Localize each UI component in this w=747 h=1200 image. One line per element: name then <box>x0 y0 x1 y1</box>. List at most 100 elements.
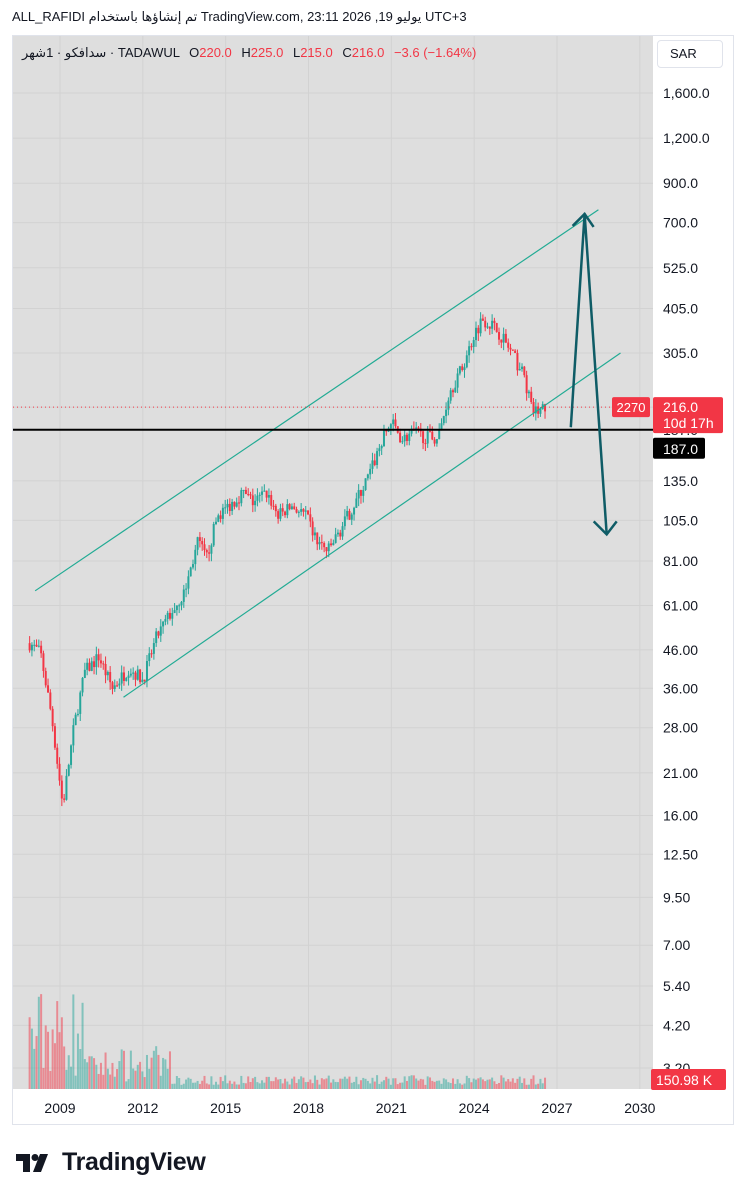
volume-bar <box>171 1083 174 1089</box>
candle-body <box>191 564 194 568</box>
candle-body <box>106 671 109 676</box>
arrow-head-up <box>571 211 595 228</box>
volume-bar <box>210 1076 213 1089</box>
volume-bar <box>355 1076 358 1089</box>
y-tick-label: 81.00 <box>663 553 698 569</box>
candle-body <box>336 532 339 535</box>
volume-bar <box>242 1082 245 1089</box>
currency-button[interactable]: SAR <box>657 40 723 68</box>
volume-bar <box>104 1052 107 1089</box>
tradingview-logo[interactable]: TradingView <box>16 1148 206 1177</box>
volume-bar <box>231 1083 234 1089</box>
volume-bar <box>382 1080 385 1089</box>
volume-bar <box>364 1078 367 1089</box>
volume-bar <box>447 1082 450 1089</box>
volume-bar <box>76 1033 79 1089</box>
volume-bar <box>196 1080 199 1089</box>
volume-bar <box>244 1083 247 1089</box>
candle-body <box>132 672 135 674</box>
plot-area[interactable] <box>13 36 653 1089</box>
candle-body <box>332 542 335 546</box>
candle-body <box>90 661 93 671</box>
volume-bar <box>387 1078 390 1089</box>
y-tick-label: 700.0 <box>663 215 698 231</box>
x-tick-label: 2015 <box>210 1100 241 1116</box>
volume-bar <box>279 1078 282 1089</box>
volume-bar <box>212 1084 215 1089</box>
candle-body <box>502 333 505 343</box>
symbol-name[interactable]: سدافكو · 1شهر · TADAWUL <box>22 45 180 60</box>
volume-bar <box>97 1073 100 1089</box>
open-value: 220.0 <box>199 45 232 60</box>
candle-body <box>111 682 114 690</box>
candle-body <box>523 366 526 376</box>
candle-body <box>468 346 471 356</box>
volume-bar <box>60 1017 63 1089</box>
volume-bar <box>240 1075 243 1089</box>
volume-bar <box>449 1083 452 1089</box>
candle-body <box>150 653 153 655</box>
volume-bar <box>389 1084 392 1089</box>
candle-body <box>166 612 169 620</box>
volume-bar <box>189 1078 192 1089</box>
candle-body <box>221 507 224 519</box>
volume-bar <box>33 1048 36 1089</box>
candle-body <box>514 350 517 354</box>
line-price-text: 187.0 <box>663 441 698 457</box>
volume-bar <box>463 1083 466 1089</box>
candle-body <box>424 443 427 445</box>
x-tick-label: 2027 <box>541 1100 572 1116</box>
candle-body <box>504 333 507 343</box>
volume-bar <box>521 1082 524 1089</box>
volume-bar <box>148 1068 151 1089</box>
volume-bar <box>249 1082 252 1089</box>
volume-bar <box>267 1076 270 1089</box>
volume-bar <box>366 1080 369 1089</box>
tradingview-logo-icon <box>16 1153 48 1172</box>
volume-bar <box>120 1049 123 1089</box>
candle-body <box>373 460 376 465</box>
volume-bar <box>511 1078 514 1089</box>
candle-body <box>134 672 137 680</box>
volume-bar <box>265 1076 268 1089</box>
volume-bar <box>182 1083 185 1089</box>
candle-body <box>205 550 208 553</box>
volume-bar <box>458 1083 461 1089</box>
candle-body <box>532 402 535 414</box>
volume-bar <box>238 1084 241 1089</box>
volume-bar <box>491 1077 494 1089</box>
volume-bar <box>51 1029 54 1089</box>
volume-bar <box>307 1081 310 1089</box>
candle-body <box>346 510 349 517</box>
candle-body <box>484 320 487 328</box>
volume-bar <box>336 1082 339 1089</box>
candle-body <box>118 683 121 686</box>
candle-body <box>240 490 243 504</box>
volume-bar <box>514 1082 517 1089</box>
volume-bar <box>30 1028 33 1089</box>
volume-bar <box>74 1075 77 1089</box>
candle-body <box>378 448 381 452</box>
candle-body <box>212 523 215 546</box>
candle-body <box>410 428 413 434</box>
volume-bar <box>359 1080 362 1089</box>
volume-bar <box>72 994 75 1089</box>
volume-bar <box>302 1077 305 1089</box>
volume-bar <box>274 1077 277 1089</box>
candle-body <box>311 521 314 536</box>
candle-body <box>304 510 307 512</box>
volume-bar <box>318 1084 321 1089</box>
volume-bar <box>143 1077 146 1089</box>
volume-bar <box>343 1076 346 1089</box>
candle-body <box>454 387 457 393</box>
candle-body <box>152 643 155 654</box>
volume-bar <box>468 1078 471 1089</box>
candle-body <box>44 670 47 686</box>
volume-bar <box>175 1076 178 1089</box>
symbol-legend: سدافكو · 1شهر · TADAWUL O220.0 H225.0 L2… <box>22 45 476 61</box>
volume-text: 150.98 K <box>656 1072 713 1088</box>
candle-body <box>491 320 494 329</box>
candle-body <box>348 510 351 520</box>
candle-body <box>498 332 501 340</box>
